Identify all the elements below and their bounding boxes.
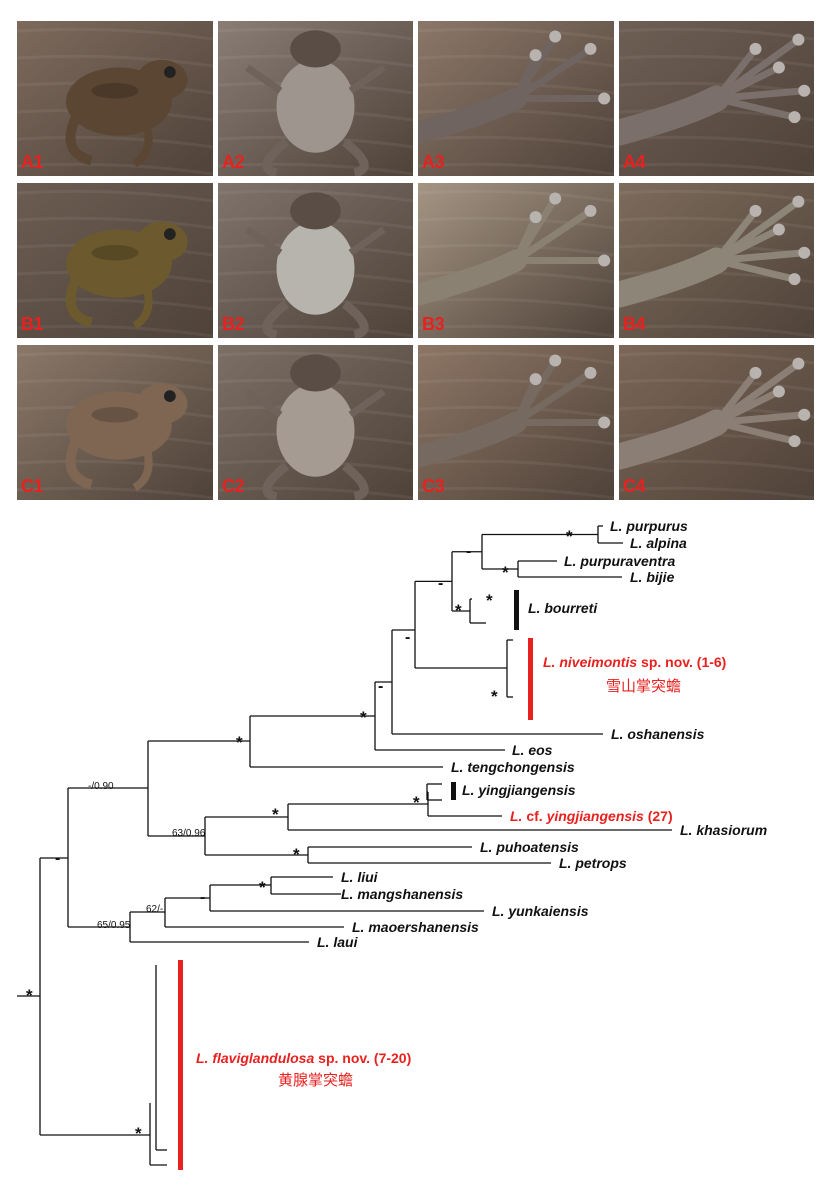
panel-label: B3 xyxy=(422,314,445,334)
tip-label-mangshanensis: L. mangshanensis xyxy=(341,886,463,902)
tip-label-oshanensis: L. oshanensis xyxy=(611,726,705,742)
tip-label-laui: L. laui xyxy=(317,934,359,950)
tip-label-bijie: L. bijie xyxy=(630,569,675,585)
node-support-n-ying-kha: * xyxy=(272,805,279,824)
frog-photo-b3 xyxy=(418,183,614,338)
node-support-n-top4: - xyxy=(466,543,471,560)
frog-photo-c1 xyxy=(17,345,213,500)
tip-label-alpina: L. alpina xyxy=(630,535,687,551)
frog-photo-c3 xyxy=(418,345,614,500)
node-support-n-yk-grp: 63/0.96 xyxy=(172,828,206,839)
tip-label-yingjiangensis: L. yingjiangensis xyxy=(462,782,576,798)
tree-branches xyxy=(17,525,672,1166)
tip-label-liui: L. liui xyxy=(341,869,379,885)
node-support-n-top-bour: - xyxy=(438,575,443,592)
panel-label: B4 xyxy=(623,314,646,334)
panel-label: A3 xyxy=(422,152,445,172)
panel-label: C3 xyxy=(422,476,445,496)
panel-label: C2 xyxy=(222,476,245,496)
panel-label: A4 xyxy=(623,152,646,172)
photo-panel-c4: C4 xyxy=(619,345,814,500)
frog-photo-b2 xyxy=(218,183,413,338)
node-support-n-purp-alp: * xyxy=(566,527,573,546)
panel-label: C1 xyxy=(21,476,44,496)
tip-label-purpuraventra: L. purpuraventra xyxy=(564,553,675,569)
node-support-n-liu-yun: - xyxy=(200,889,205,906)
node-support-n-top-teng: * xyxy=(236,733,243,752)
frog-photo-a1 xyxy=(17,21,213,176)
photo-panel-b1: B1 xyxy=(17,183,213,338)
photo-panel-a4: A4 xyxy=(619,21,814,176)
tip-label-khasiorum: L. khasiorum xyxy=(680,822,767,838)
frog-photo-a4 xyxy=(619,21,814,176)
tip-label-flaviglandulosa: L. flaviglandulosa sp. nov. (7-20) xyxy=(196,1050,411,1066)
tip-label-maoershanensis: L. maoershanensis xyxy=(352,919,479,935)
photo-panel-c2: C2 xyxy=(218,345,413,500)
photo-panel-c1: C1 xyxy=(17,345,213,500)
panel-label: B1 xyxy=(21,314,44,334)
node-support-n-pv-bij: * xyxy=(502,563,509,582)
node-support-n-niv: * xyxy=(491,687,498,706)
clade-bar-flaviglandulosa xyxy=(178,960,183,1170)
tip-label-purpurus: L. purpurus xyxy=(610,518,688,534)
photo-panel-a1: A1 xyxy=(17,21,213,176)
clade-bar-yingjiangensis xyxy=(451,782,456,800)
node-support-n-liu-mao: 62/- xyxy=(146,904,163,915)
tip-label-petrops: L. petrops xyxy=(559,855,627,871)
node-support-n-ingroup: - xyxy=(55,850,60,867)
node-support-n-top-eos: * xyxy=(360,708,367,727)
node-support-values: **-**--*-**-/0.90***63/0.96*-62/-65/0.95… xyxy=(26,527,573,1143)
frog-photo-a2 xyxy=(218,21,413,176)
frog-photo-c4 xyxy=(619,345,814,500)
frog-photo-c2 xyxy=(218,345,413,500)
photo-panel-a3: A3 xyxy=(418,21,614,176)
clade-bar-niveimontis xyxy=(528,638,533,720)
frog-photo-a3 xyxy=(418,21,614,176)
node-support-n-top-osh: - xyxy=(378,678,383,695)
tip-label-chinese-flaviglandulosa: 黄腺掌突蟾 xyxy=(278,1071,353,1089)
node-support-n-big: -/0.90 xyxy=(88,781,114,792)
node-support-n-ying-in: * xyxy=(413,793,420,812)
clade-bars xyxy=(178,590,533,1170)
photo-panel-a2: A2 xyxy=(218,21,413,176)
panel-label: B2 xyxy=(222,314,245,334)
phylogenetic-tree: **-**--*-**-/0.90***63/0.96*-62/-65/0.95… xyxy=(17,518,767,1170)
node-support-n-bour-in: * xyxy=(486,591,493,610)
node-support-n-bour: * xyxy=(455,601,462,620)
tip-label-niveimontis: L. niveimontis sp. nov. (1-6) xyxy=(543,654,726,670)
tip-label-cf-yingjiangensis: L. cf. yingjiangensis (27) xyxy=(510,808,673,824)
tip-label-puhoatensis: L. puhoatensis xyxy=(480,839,579,855)
clade-bar-bourreti xyxy=(514,590,519,630)
tip-label-bourreti: L. bourreti xyxy=(528,600,598,616)
node-support-n-top-niv: - xyxy=(405,629,410,646)
panel-label: A2 xyxy=(222,152,245,172)
frog-photo-b1 xyxy=(17,183,213,338)
tip-label-tengchongensis: L. tengchongensis xyxy=(451,759,575,775)
node-support-n-puh: * xyxy=(293,845,300,864)
node-support-n-flav: * xyxy=(135,1124,142,1143)
photo-panel-c3: C3 xyxy=(418,345,614,500)
photo-panel-b3: B3 xyxy=(418,183,614,338)
tip-label-chinese-niveimontis: 雪山掌突蟾 xyxy=(606,677,681,695)
tip-label-yunkaiensis: L. yunkaiensis xyxy=(492,903,589,919)
frog-photo-b4 xyxy=(619,183,814,338)
photo-panel-b2: B2 xyxy=(218,183,413,338)
node-support-n-liu: * xyxy=(259,878,266,897)
tip-label-eos: L. eos xyxy=(512,742,553,758)
panel-label: C4 xyxy=(623,476,646,496)
node-support-n-lower: 65/0.95 xyxy=(97,920,131,931)
node-support-n-root: * xyxy=(26,986,33,1005)
photo-panel-b4: B4 xyxy=(619,183,814,338)
panel-label: A1 xyxy=(21,152,44,172)
